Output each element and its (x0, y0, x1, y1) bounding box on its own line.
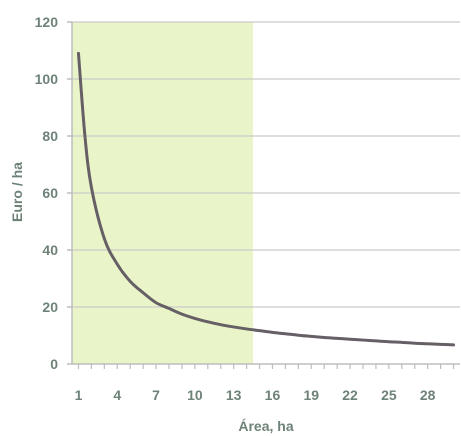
x-tick-label: 10 (187, 387, 203, 403)
series-line (76, 51, 456, 347)
y-tick-label: 120 (35, 14, 59, 30)
y-tick-label: 60 (42, 185, 58, 201)
x-tick-labels: 1 4 7 10 13 16 19 22 25 28 (75, 387, 436, 403)
x-axis-label: Área, ha (238, 418, 293, 434)
x-tick-label: 7 (152, 387, 160, 403)
y-tick-label: 40 (42, 242, 58, 258)
y-tick-label: 0 (50, 356, 58, 372)
x-tick-label: 13 (226, 387, 242, 403)
gridlines (72, 21, 460, 308)
x-tick-label: 25 (381, 387, 397, 403)
x-tick-label: 1 (75, 387, 83, 403)
x-tick-label: 16 (265, 387, 281, 403)
x-tick-label: 19 (303, 387, 319, 403)
y-tick-label: 20 (42, 299, 58, 315)
x-tick-label: 28 (420, 387, 436, 403)
curve-layer (76, 51, 456, 347)
y-tick-label: 100 (35, 71, 59, 87)
y-tick-label: 80 (42, 128, 58, 144)
y-tick-labels: 0 20 40 60 80 100 120 (35, 14, 59, 372)
x-tick-label: 22 (342, 387, 358, 403)
x-tick-label: 4 (113, 387, 121, 403)
y-axis-label: Euro / ha (9, 162, 25, 222)
axes (67, 21, 460, 369)
